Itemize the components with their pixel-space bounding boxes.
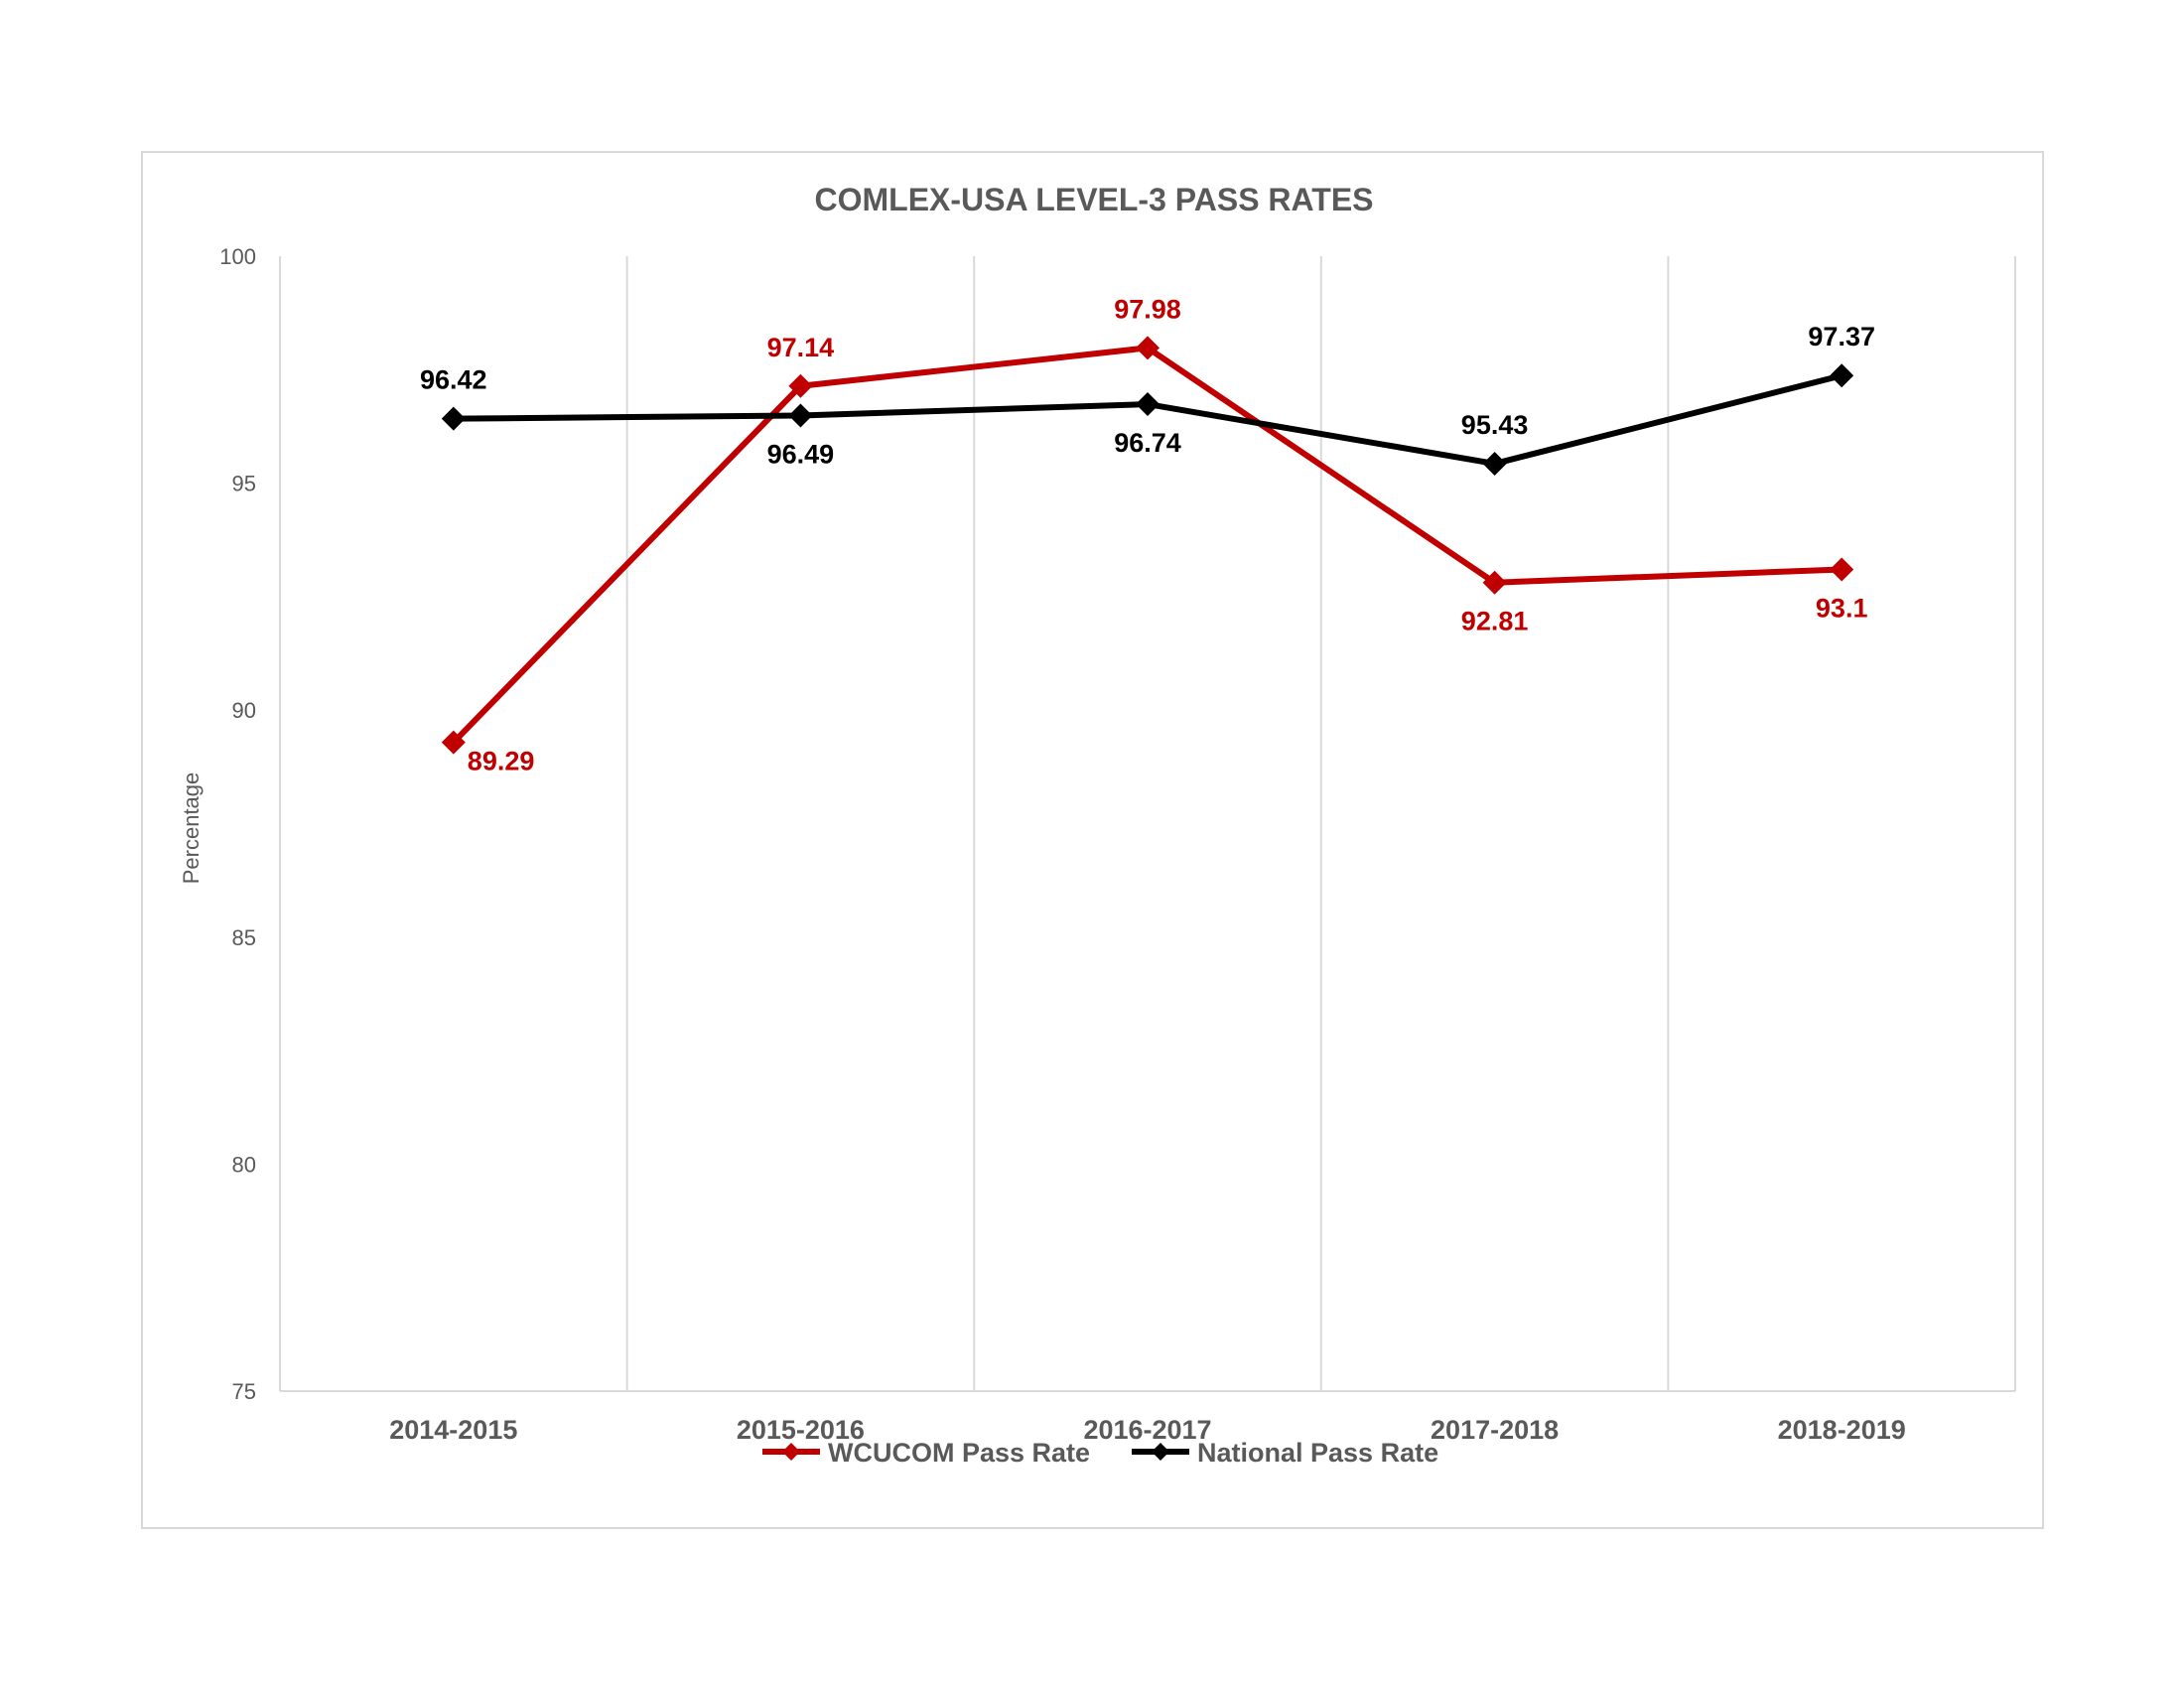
data-label: 96.42: [420, 365, 487, 395]
y-axis-label: Percentage: [179, 773, 204, 885]
data-point-marker: [441, 730, 466, 755]
data-point-marker: [788, 373, 813, 398]
legend: WCUCOM Pass Rate National Pass Rate: [762, 1438, 1438, 1468]
chart-frame: COMLEX-USA LEVEL-3 PASS RATES Percentage…: [141, 151, 2044, 1529]
data-point-marker: [1136, 336, 1160, 360]
data-label: 89.29: [468, 747, 535, 776]
data-point-marker: [1482, 570, 1507, 595]
y-tick-label: 95: [232, 472, 256, 496]
y-tick-label: 100: [219, 244, 256, 269]
y-tick-label: 90: [232, 698, 256, 723]
series-lines: [441, 336, 1854, 755]
data-label: 97.14: [767, 333, 835, 362]
chart-title: COMLEX-USA LEVEL-3 PASS RATES: [814, 182, 1373, 217]
axes: 75 80 85 90 95 100 2014-2015 2015-2016 2016-2017…: [219, 244, 2015, 1445]
data-label: 97.37: [1808, 322, 1875, 352]
data-point-marker: [1482, 451, 1507, 476]
y-tick-label: 85: [232, 925, 256, 950]
legend-label: National Pass Rate: [1197, 1438, 1438, 1468]
data-point-marker: [1136, 392, 1160, 417]
legend-marker: [782, 1443, 800, 1461]
data-point-marker: [1830, 363, 1854, 388]
data-label: 95.43: [1461, 410, 1529, 440]
x-tick-label: 2014-2015: [389, 1415, 517, 1445]
data-labels: 89.29 97.14 97.98 92.81 93.1 96.42 96.49 96.74 9…: [420, 294, 1875, 775]
x-tick-label: 2015-2016: [737, 1415, 865, 1445]
gridlines: [279, 256, 2016, 1391]
data-label: 93.1: [1816, 593, 1868, 623]
data-label: 96.49: [767, 439, 835, 469]
legend-marker: [1152, 1443, 1169, 1461]
data-label: 96.74: [1114, 428, 1181, 458]
data-label: 97.98: [1114, 294, 1181, 324]
legend-label: WCUCOM Pass Rate: [828, 1438, 1090, 1468]
x-tick-label: 2018-2019: [1778, 1415, 1906, 1445]
data-label: 92.81: [1461, 607, 1529, 636]
y-tick-label: 75: [232, 1379, 256, 1404]
data-point-marker: [1830, 557, 1854, 582]
data-point-marker: [788, 403, 813, 428]
line-chart: COMLEX-USA LEVEL-3 PASS RATES Percentage…: [179, 182, 2016, 1468]
x-tick-label: 2017-2018: [1431, 1415, 1559, 1445]
x-tick-label: 2016-2017: [1083, 1415, 1211, 1445]
data-point-marker: [441, 406, 466, 431]
y-tick-label: 80: [232, 1152, 256, 1177]
